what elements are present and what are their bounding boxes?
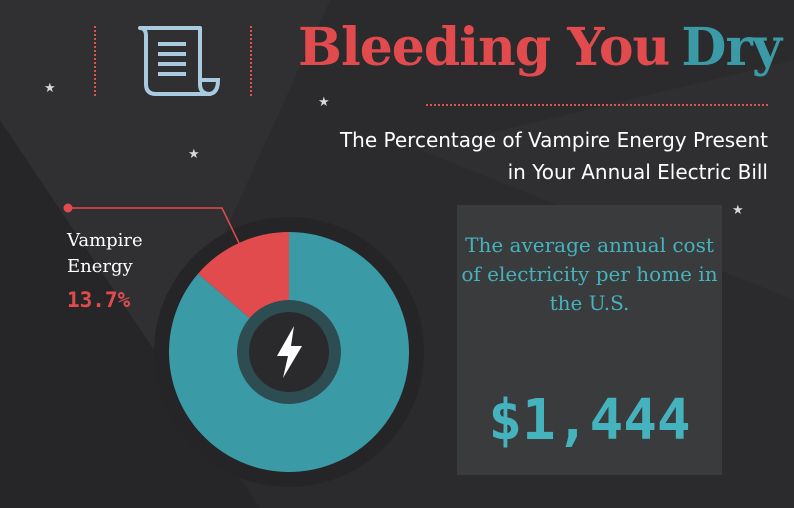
info-box-amount: $1,444: [488, 388, 691, 453]
subtitle: The Percentage of Vampire Energy Present…: [248, 124, 768, 188]
star-icon: ★: [318, 95, 330, 110]
divider-left: [94, 26, 96, 96]
info-box: The average annual cost of electricity p…: [457, 205, 722, 475]
document-icon: [138, 26, 220, 96]
star-icon: ★: [188, 147, 200, 162]
title-underline: [426, 104, 768, 106]
lightning-bolt-icon: [277, 326, 302, 378]
callout-dot: [63, 203, 73, 213]
callout-leader-line: [68, 207, 240, 244]
star-icon: ★: [44, 81, 56, 96]
vampire-energy-value: 13.7%: [67, 288, 131, 312]
star-icon: ★: [732, 203, 744, 218]
subtitle-line-1: The Percentage of Vampire Energy Present: [339, 128, 768, 152]
info-box-text: The average annual cost of electricity p…: [461, 233, 718, 315]
title-part-1: Bleeding You: [298, 17, 670, 78]
vampire-energy-label: Vampire Energy: [67, 230, 143, 277]
page-title: Bleeding You Dry: [298, 22, 782, 74]
divider-right: [250, 26, 252, 96]
title-part-2: Dry: [681, 17, 782, 78]
subtitle-line-2: in Your Annual Electric Bill: [507, 160, 768, 184]
